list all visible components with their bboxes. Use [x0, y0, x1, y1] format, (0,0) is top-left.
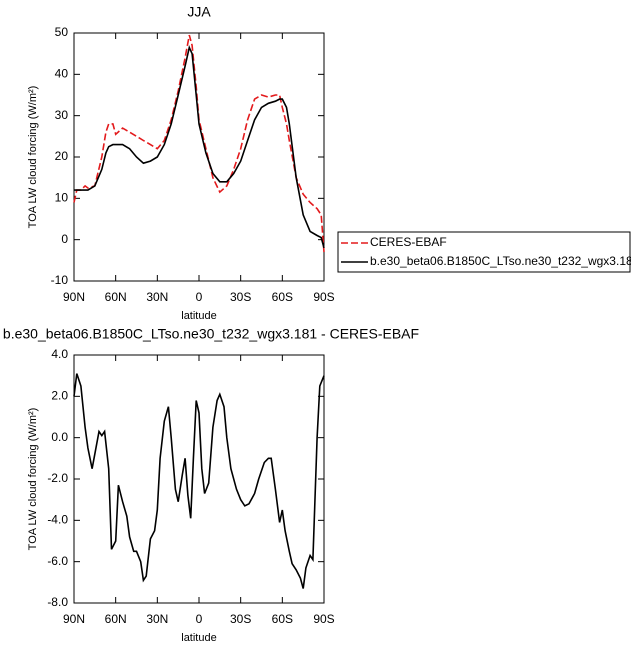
y-tick-label: 2.0: [51, 389, 68, 403]
plot-frame: [73, 354, 325, 604]
y-tick-label: 10: [55, 191, 69, 205]
x-tick-label: 0: [196, 290, 203, 304]
y-tick-label: 0: [61, 232, 68, 246]
legend-label: CERES-EBAF: [370, 235, 447, 249]
legend-box: [337, 231, 631, 273]
y-tick-label: 0.0: [51, 430, 68, 444]
x-tick-label: 60N: [105, 612, 127, 626]
chart-title: JJA: [187, 4, 211, 20]
legend-label: b.e30_beta06.B1850C_LTso.ne30_t232_wgx3.…: [370, 254, 631, 268]
data-line: [73, 373, 325, 589]
y-tick-label: 4.0: [51, 347, 68, 361]
x-tick-label: 0: [196, 612, 203, 626]
y-tick-label: -8.0: [47, 595, 68, 609]
x-tick-label: 60S: [272, 612, 293, 626]
chart-title: b.e30_beta06.B1850C_LTso.ne30_t232_wgx3.…: [3, 326, 419, 342]
y-tick-label: -4.0: [47, 513, 68, 527]
x-axis-label: latitude: [181, 632, 216, 644]
y-axis-label: TOA LW cloud forcing (W/m²): [27, 408, 39, 551]
y-tick-label: -6.0: [47, 554, 68, 568]
x-tick-label: 90N: [63, 290, 85, 304]
x-axis-label: latitude: [181, 310, 216, 322]
x-tick-label: 30S: [230, 612, 251, 626]
y-tick-label: 50: [55, 25, 69, 39]
y-tick-label: -10: [51, 273, 69, 287]
x-tick-label: 90S: [313, 612, 334, 626]
data-line: [73, 34, 325, 253]
x-tick-label: 60S: [272, 290, 293, 304]
x-tick-label: 90N: [63, 612, 85, 626]
plot-frame: [73, 32, 325, 282]
data-line: [74, 44, 325, 249]
x-tick-label: 30S: [230, 290, 251, 304]
y-tick-label: 30: [55, 108, 69, 122]
x-tick-label: 30N: [146, 612, 168, 626]
x-tick-label: 30N: [146, 290, 168, 304]
y-tick-label: 40: [55, 67, 69, 81]
x-tick-label: 60N: [105, 290, 127, 304]
y-tick-label: -2.0: [47, 471, 68, 485]
y-axis-label: TOA LW cloud forcing (W/m²): [27, 86, 39, 229]
x-tick-label: 90S: [313, 290, 334, 304]
y-tick-label: 20: [55, 149, 69, 163]
